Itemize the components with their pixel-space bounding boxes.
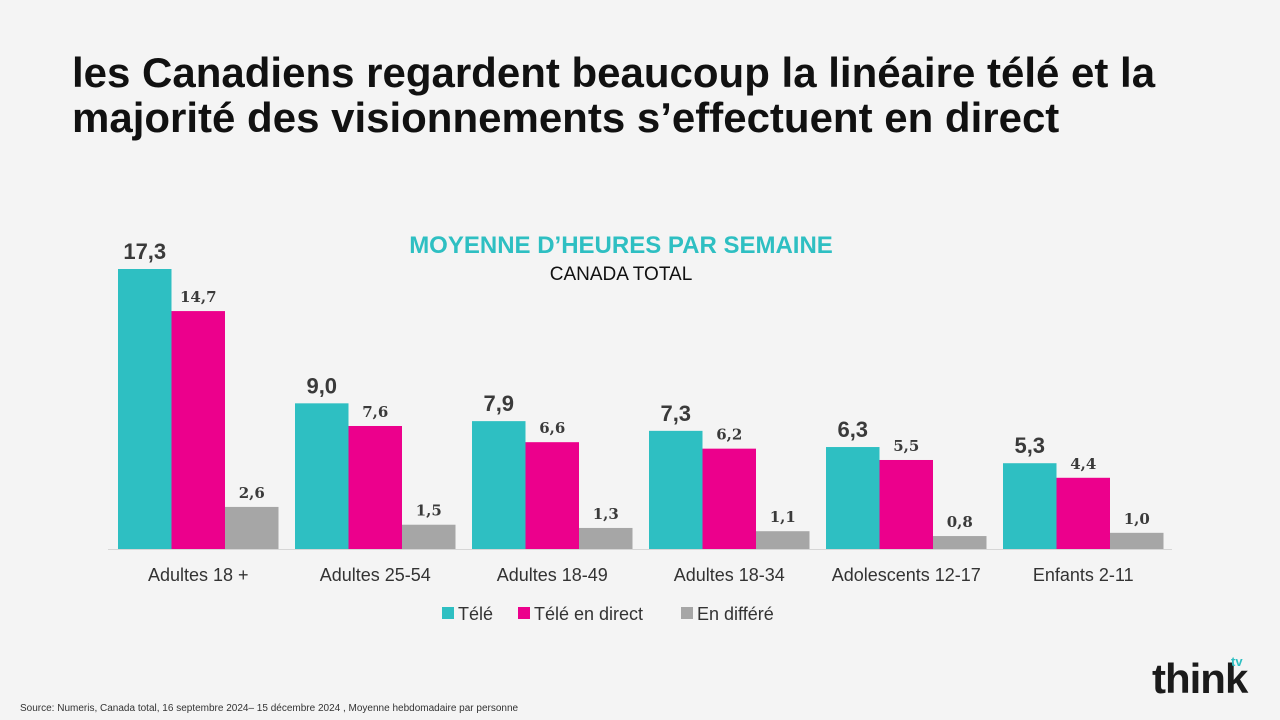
legend-label-3: En différé [697, 604, 774, 624]
bar-1-3 [472, 421, 526, 549]
bar-1-6 [1003, 463, 1057, 549]
value-label-1-1: 17,3 [123, 239, 166, 264]
category-label-6: Enfants 2-11 [1033, 565, 1134, 585]
value-label-2-6: 4,4 [1070, 455, 1096, 473]
bar-3-4 [756, 531, 810, 549]
legend-swatch-1 [442, 607, 454, 619]
bar-3-5 [933, 536, 987, 549]
value-label-2-2: 7,6 [362, 403, 388, 421]
value-label-3-4: 1,1 [770, 508, 796, 526]
legend-label-1: Télé [458, 604, 493, 624]
bar-2-4 [702, 448, 756, 549]
value-label-1-3: 7,9 [483, 391, 514, 416]
bar-2-3 [525, 442, 579, 549]
bar-chart: MOYENNE D’HEURES PAR SEMAINE CANADA TOTA… [108, 232, 1172, 624]
legend-swatch-3 [681, 607, 693, 619]
category-label-2: Adultes 25-54 [320, 565, 431, 585]
bar-1-1 [118, 269, 172, 549]
value-label-1-5: 6,3 [837, 417, 868, 442]
category-label-4: Adultes 18-34 [674, 565, 785, 585]
bar-3-6 [1110, 532, 1164, 549]
value-label-3-1: 2,6 [239, 484, 265, 502]
category-label-5: Adolescents 12-17 [832, 565, 981, 585]
bar-2-6 [1056, 477, 1110, 549]
chart-title: MOYENNE D’HEURES PAR SEMAINE [409, 232, 833, 259]
thinktv-logo: think tv [1152, 654, 1252, 703]
category-label-3: Adultes 18-49 [497, 565, 608, 585]
value-label-1-4: 7,3 [660, 401, 691, 426]
legend: Télé Télé en direct En différé [442, 604, 774, 624]
legend-swatch-2 [518, 607, 530, 619]
source-note: Source: Numeris, Canada total, 16 septem… [20, 703, 519, 714]
bars-group [118, 269, 1164, 549]
logo-superscript: tv [1231, 654, 1243, 669]
value-label-2-3: 6,6 [539, 419, 565, 437]
value-label-3-6: 1,0 [1124, 510, 1150, 528]
bar-3-2 [402, 524, 456, 549]
bar-3-3 [579, 527, 633, 549]
bar-2-1 [171, 311, 225, 549]
value-label-3-2: 1,5 [416, 502, 442, 520]
value-label-2-4: 6,2 [716, 426, 742, 444]
category-labels-group: Adultes 18 + Adultes 25-54 Adultes 18-49 Ad… [148, 565, 1134, 585]
value-labels-group: 17,3 14,7 2,6 9,0 7,6 1,5 7,9 6,6 1,3 7,3 6,2 1,1 6,… [123, 239, 1149, 531]
logo-text: think [1152, 655, 1248, 702]
bar-2-2 [348, 425, 402, 549]
value-label-3-3: 1,3 [593, 505, 619, 523]
bar-1-2 [295, 403, 349, 549]
value-label-2-5: 5,5 [893, 437, 919, 455]
chart-subtitle: CANADA TOTAL [550, 264, 693, 285]
bar-3-1 [225, 506, 279, 549]
legend-label-2: Télé en direct [534, 604, 643, 624]
bar-1-5 [826, 447, 880, 549]
bar-2-5 [879, 459, 933, 549]
value-label-1-6: 5,3 [1014, 433, 1045, 458]
category-label-1: Adultes 18 + [148, 565, 249, 585]
page-title: les Canadiens regardent beaucoup la liné… [72, 49, 1156, 141]
bar-1-4 [649, 430, 703, 549]
value-label-3-5: 0,8 [947, 513, 973, 531]
value-label-2-1: 14,7 [180, 288, 217, 306]
value-label-1-2: 9,0 [306, 373, 337, 398]
